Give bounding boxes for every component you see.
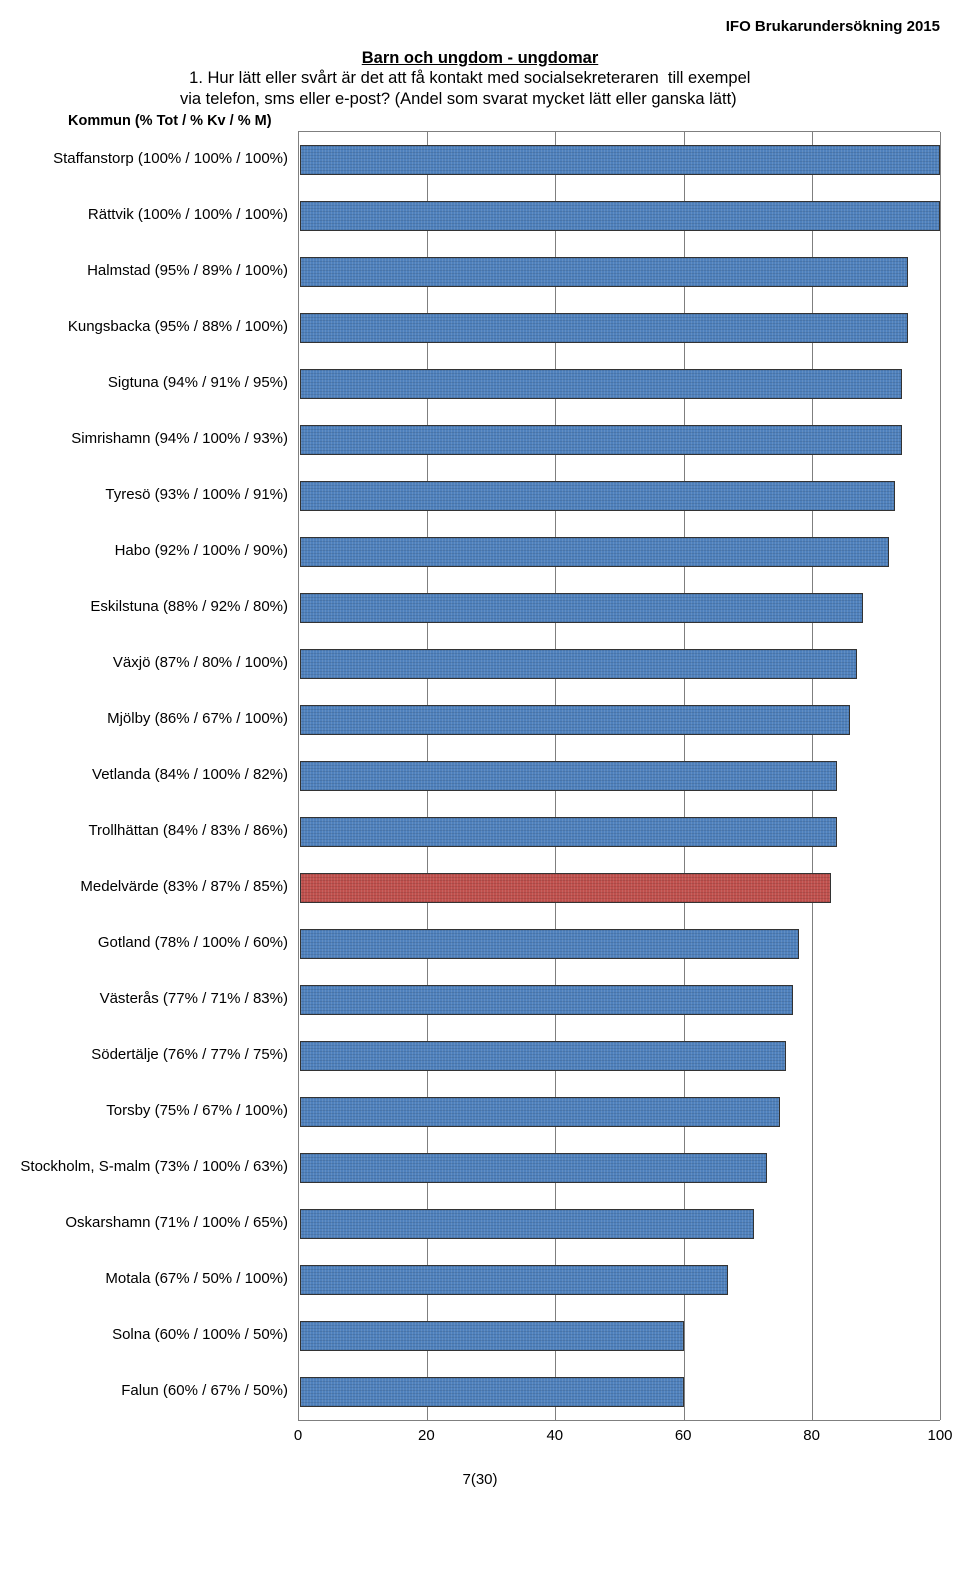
bar — [300, 537, 889, 567]
x-axis-ticks: 020406080100 — [298, 1421, 940, 1449]
bar-slot — [299, 972, 940, 1028]
question-line2: via telefon, sms eller e-post? — [180, 90, 390, 108]
bar — [300, 369, 902, 399]
bar — [300, 201, 940, 231]
axis-note: Kommun (% Tot / % Kv / % M) — [68, 113, 940, 129]
bar-label: Södertälje (76% / 77% / 75%) — [20, 1027, 298, 1083]
bar — [300, 1321, 684, 1351]
bar — [300, 1209, 754, 1239]
bar — [300, 929, 799, 959]
y-axis-labels: Staffanstorp (100% / 100% / 100%)Rättvik… — [20, 131, 298, 1421]
bar-label: Västerås (77% / 71% / 83%) — [20, 971, 298, 1027]
bar-slot — [299, 748, 940, 804]
bar — [300, 985, 793, 1015]
bar-label: Trollhättan (84% / 83% / 86%) — [20, 803, 298, 859]
bar-label: Staffanstorp (100% / 100% / 100%) — [20, 131, 298, 187]
bar-label: Sigtuna (94% / 91% / 95%) — [20, 355, 298, 411]
bar-label: Mjölby (86% / 67% / 100%) — [20, 691, 298, 747]
bar-slot — [299, 300, 940, 356]
bar-slot — [299, 692, 940, 748]
section-title: Barn och ungdom - ungdomar — [120, 49, 840, 68]
bar-slot — [299, 468, 940, 524]
bar-slot — [299, 636, 940, 692]
bar-slot — [299, 580, 940, 636]
bar-slot — [299, 804, 940, 860]
x-tick-label: 60 — [675, 1427, 692, 1444]
bar — [300, 1041, 786, 1071]
bar-slot — [299, 1308, 940, 1364]
bar — [300, 257, 908, 287]
bar — [300, 649, 857, 679]
x-axis-spacer — [20, 1421, 298, 1449]
bar-slot — [299, 132, 940, 188]
bar-slot — [299, 412, 940, 468]
bar-label: Vetlanda (84% / 100% / 82%) — [20, 747, 298, 803]
bar — [300, 593, 863, 623]
bar — [300, 313, 908, 343]
bar-slot — [299, 1252, 940, 1308]
x-tick-label: 20 — [418, 1427, 435, 1444]
bar-slot — [299, 1196, 940, 1252]
x-tick-label: 100 — [927, 1427, 952, 1444]
chart-area: Staffanstorp (100% / 100% / 100%)Rättvik… — [20, 131, 940, 1421]
plot-area — [298, 131, 940, 1421]
bar-slot — [299, 860, 940, 916]
bar-slot — [299, 524, 940, 580]
bar-label: Tyresö (93% / 100% / 91%) — [20, 467, 298, 523]
bar — [300, 1097, 780, 1127]
bar-slot — [299, 356, 940, 412]
bar — [300, 817, 837, 847]
bar-label: Gotland (78% / 100% / 60%) — [20, 915, 298, 971]
bar — [300, 425, 902, 455]
bar-slot — [299, 188, 940, 244]
bar-label: Stockholm, S-malm (73% / 100% / 63%) — [20, 1139, 298, 1195]
bar-label: Växjö (87% / 80% / 100%) — [20, 635, 298, 691]
bar — [300, 1377, 684, 1407]
title-block: Barn och ungdom - ungdomar 1. Hur lätt e… — [120, 49, 840, 109]
bar-label: Medelvärde (83% / 87% / 85%) — [20, 859, 298, 915]
bar-label: Solna (60% / 100% / 50%) — [20, 1307, 298, 1363]
doc-header: IFO Brukarundersökning 2015 — [20, 18, 940, 35]
question-line1: 1. Hur lätt eller svårt är det att få ko… — [180, 69, 750, 87]
bar-slot — [299, 1364, 940, 1420]
bar-slot — [299, 1084, 940, 1140]
bar — [300, 761, 837, 791]
bar-label: Falun (60% / 67% / 50%) — [20, 1363, 298, 1419]
bar — [300, 1153, 767, 1183]
bar — [300, 705, 850, 735]
bar-label: Eskilstuna (88% / 92% / 80%) — [20, 579, 298, 635]
bar — [300, 481, 895, 511]
x-axis-row: 020406080100 — [20, 1421, 940, 1449]
x-tick-label: 0 — [294, 1427, 302, 1444]
bar-label: Simrishamn (94% / 100% / 93%) — [20, 411, 298, 467]
bar-slot — [299, 916, 940, 972]
question-text: 1. Hur lätt eller svårt är det att få ko… — [120, 68, 840, 109]
bar-label: Torsby (75% / 67% / 100%) — [20, 1083, 298, 1139]
bar-label: Habo (92% / 100% / 90%) — [20, 523, 298, 579]
x-tick-label: 40 — [546, 1427, 563, 1444]
bar — [300, 145, 940, 175]
bar-label: Halmstad (95% / 89% / 100%) — [20, 243, 298, 299]
bar-label: Rättvik (100% / 100% / 100%) — [20, 187, 298, 243]
bar — [300, 1265, 728, 1295]
bar-mean — [300, 873, 831, 903]
bar-label: Oskarshamn (71% / 100% / 65%) — [20, 1195, 298, 1251]
page-number: 7(30) — [20, 1471, 940, 1488]
bar-label: Motala (67% / 50% / 100%) — [20, 1251, 298, 1307]
bar-slot — [299, 1028, 940, 1084]
bar-label: Kungsbacka (95% / 88% / 100%) — [20, 299, 298, 355]
x-tick-label: 80 — [803, 1427, 820, 1444]
bar-slot — [299, 1140, 940, 1196]
bar-slot — [299, 244, 940, 300]
question-paren: (Andel som svarat mycket lätt eller gans… — [395, 90, 737, 108]
gridline — [940, 132, 941, 1420]
page-container: IFO Brukarundersökning 2015 Barn och ung… — [0, 0, 960, 1508]
